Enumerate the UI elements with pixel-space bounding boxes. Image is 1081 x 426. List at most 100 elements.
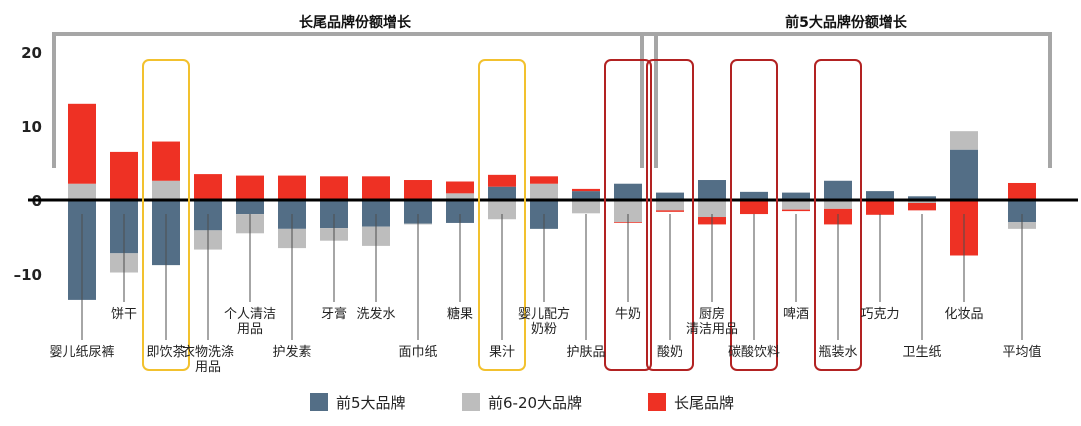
bar-segment xyxy=(572,200,600,214)
legend-label: 前5大品牌 xyxy=(336,394,406,412)
legend-label: 长尾品牌 xyxy=(674,394,734,412)
group-bracket xyxy=(640,32,1052,168)
category-label: 酸奶 xyxy=(657,345,683,360)
bar-segment xyxy=(362,176,390,200)
bar-segment xyxy=(236,200,264,215)
category-label: 洗发水 xyxy=(356,306,395,322)
bar-segment xyxy=(572,191,600,200)
bar-segment xyxy=(68,103,96,184)
category-label: 厨房 xyxy=(699,306,725,322)
bar-segment xyxy=(68,183,96,200)
highlight-boxes xyxy=(142,59,862,371)
legend-label: 前6-20大品牌 xyxy=(488,394,582,412)
bar-segment xyxy=(614,183,642,200)
category-label: 婴儿纸尿裤 xyxy=(49,345,114,360)
bar-segment xyxy=(320,176,348,200)
category-label: 用品 xyxy=(237,322,263,337)
category-label: 婴儿配方 xyxy=(518,306,570,322)
bar-segment xyxy=(446,181,474,194)
highlight-box xyxy=(814,59,862,371)
bar-segment xyxy=(1008,182,1036,200)
bar-segment xyxy=(950,131,978,150)
bar-segment xyxy=(782,200,810,210)
y-tick-label: –10 xyxy=(14,266,42,284)
highlight-box xyxy=(142,59,190,371)
category-label: 清洁用品 xyxy=(686,322,738,337)
highlight-box xyxy=(646,59,694,371)
category-label: 即饮茶 xyxy=(146,344,185,360)
bar-segment xyxy=(404,180,432,200)
y-tick-label: 20 xyxy=(21,44,42,62)
bar-segment xyxy=(110,151,138,200)
category-label: 护发素 xyxy=(272,344,311,360)
group-title: 前5大品牌份额增长 xyxy=(785,14,908,31)
category-label: 用品 xyxy=(195,360,221,375)
category-label: 瓶装水 xyxy=(818,345,857,360)
bar-segment xyxy=(1008,200,1036,223)
bar-segment xyxy=(782,209,810,212)
bar-segment xyxy=(866,191,894,200)
group-brackets: 长尾品牌份额增长 前5大品牌份额增长 xyxy=(52,14,1052,168)
legend-swatch xyxy=(648,393,666,411)
bar-segment xyxy=(194,174,222,200)
bar-segment xyxy=(824,200,852,209)
category-label: 啤酒 xyxy=(783,307,809,322)
y-axis: 20100–10 xyxy=(14,44,42,284)
legend: 前5大品牌 前6-20大品牌 长尾品牌 xyxy=(310,393,734,412)
group-title: 长尾品牌份额增长 xyxy=(299,14,412,31)
bar-segment xyxy=(698,200,726,218)
bar-segment xyxy=(950,149,978,200)
bar-segment xyxy=(404,200,432,224)
legend-swatch xyxy=(462,393,480,411)
bar-segment xyxy=(488,200,516,220)
bar-segment xyxy=(278,175,306,200)
category-label: 个人清洁 xyxy=(224,307,276,322)
highlight-box xyxy=(478,59,526,371)
category-label: 巧克力 xyxy=(860,307,899,322)
bar-segment xyxy=(740,201,768,215)
category-label: 平均值 xyxy=(1002,344,1041,360)
bar-segment xyxy=(908,202,936,211)
category-label: 牙膏 xyxy=(321,306,347,322)
bar-segment xyxy=(488,186,516,200)
bar-segment xyxy=(446,200,474,223)
bar-segment xyxy=(908,196,936,200)
bar-segment xyxy=(656,210,684,212)
category-label: 饼干 xyxy=(111,307,137,322)
bar-segment xyxy=(656,200,684,211)
category-label: 果汁 xyxy=(489,345,515,360)
bars xyxy=(68,103,1036,300)
bar-segment xyxy=(782,192,810,200)
group-bracket xyxy=(52,32,658,168)
bar-segment xyxy=(446,193,474,200)
legend-swatch xyxy=(310,393,328,411)
bar-segment xyxy=(572,188,600,192)
bar-segment xyxy=(152,180,180,200)
bar-segment xyxy=(866,201,894,215)
category-label: 卫生纸 xyxy=(902,345,941,360)
category-label: 牛奶 xyxy=(615,307,641,322)
highlight-box xyxy=(604,59,652,371)
category-label: 护肤品 xyxy=(566,345,605,360)
bar-segment xyxy=(488,174,516,187)
highlight-box xyxy=(730,59,778,371)
bar-segment xyxy=(152,141,180,181)
bar-segment xyxy=(656,192,684,200)
category-label: 面巾纸 xyxy=(398,345,437,360)
y-tick-label: 10 xyxy=(21,118,42,136)
bar-segment xyxy=(824,180,852,200)
category-label: 碳酸饮料 xyxy=(728,345,780,360)
bar-segment xyxy=(740,191,768,200)
bar-segment xyxy=(530,176,558,184)
bar-segment xyxy=(236,175,264,200)
category-label: 糖果 xyxy=(447,306,473,322)
category-label: 奶粉 xyxy=(531,322,557,337)
bar-segment xyxy=(530,183,558,200)
bar-segment xyxy=(614,200,642,223)
category-label: 衣物洗涤 xyxy=(182,344,234,360)
bar-segment xyxy=(698,180,726,200)
category-label: 化妆品 xyxy=(944,307,983,322)
